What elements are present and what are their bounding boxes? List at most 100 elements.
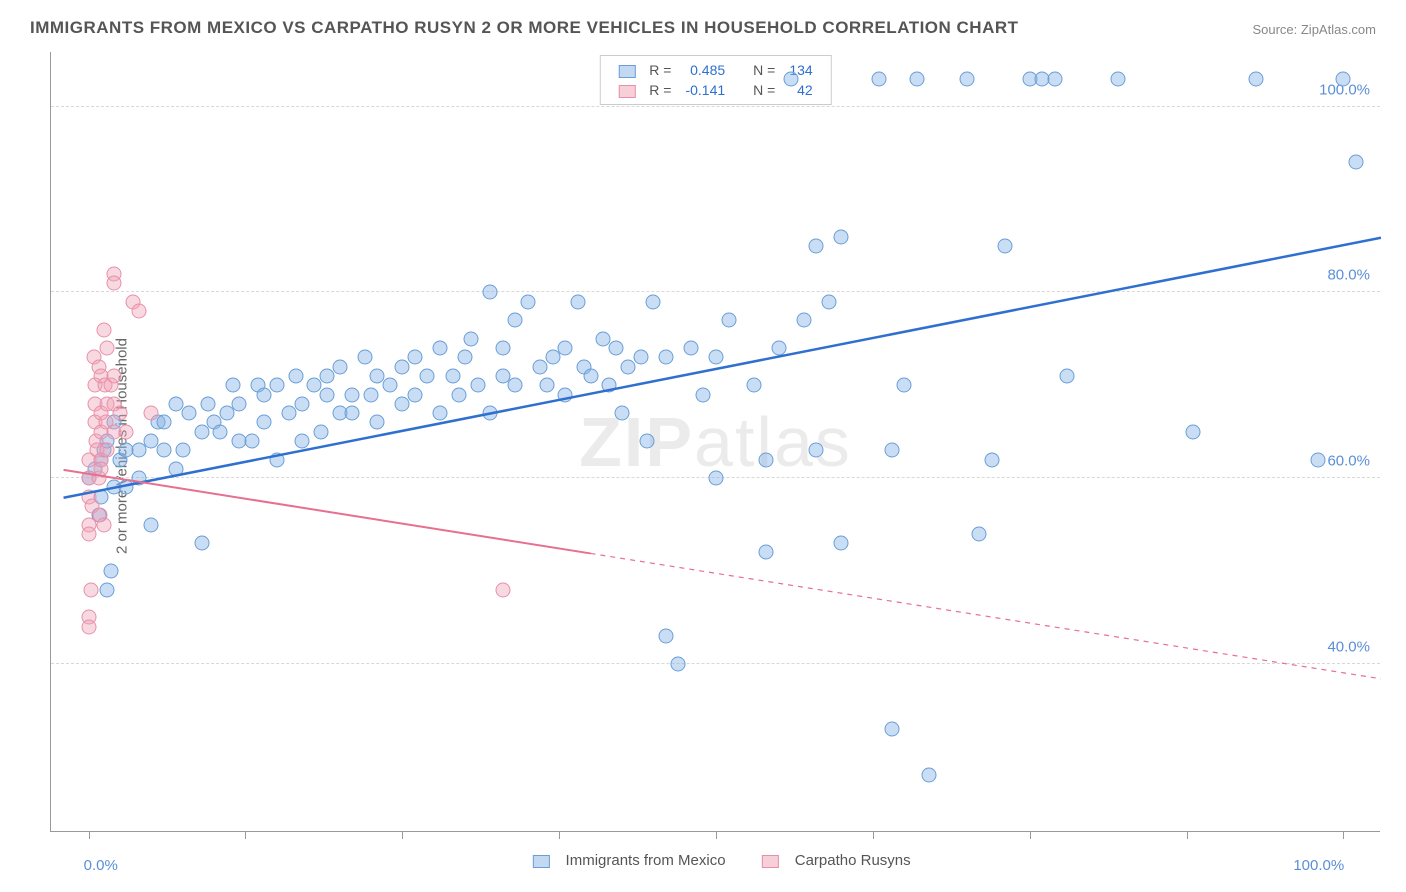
- data-point: [997, 239, 1012, 254]
- data-point: [106, 369, 121, 384]
- data-point: [658, 350, 673, 365]
- data-point: [213, 424, 228, 439]
- data-point: [834, 536, 849, 551]
- data-point: [420, 369, 435, 384]
- data-point: [131, 304, 146, 319]
- data-point: [985, 452, 1000, 467]
- data-point: [332, 359, 347, 374]
- data-point: [269, 452, 284, 467]
- data-point: [495, 582, 510, 597]
- data-point: [407, 387, 422, 402]
- data-point: [288, 369, 303, 384]
- data-point: [1110, 71, 1125, 86]
- x-tick: [1187, 831, 1188, 839]
- r-label: R =: [643, 61, 677, 79]
- r-label: R =: [643, 81, 677, 99]
- data-point: [558, 387, 573, 402]
- data-point: [959, 71, 974, 86]
- data-point: [897, 378, 912, 393]
- data-point: [809, 443, 824, 458]
- data-point: [156, 415, 171, 430]
- data-point: [363, 387, 378, 402]
- data-point: [169, 461, 184, 476]
- data-point: [1047, 71, 1062, 86]
- y-tick-label: 60.0%: [1327, 453, 1370, 470]
- x-tick: [245, 831, 246, 839]
- data-point: [257, 415, 272, 430]
- n-label: N =: [747, 81, 781, 99]
- data-point: [144, 406, 159, 421]
- swatch-pink-icon: [762, 855, 779, 868]
- data-point: [432, 341, 447, 356]
- x-tick-label: 0.0%: [84, 857, 118, 874]
- data-point: [96, 322, 111, 337]
- data-point: [100, 341, 115, 356]
- data-point: [1336, 71, 1351, 86]
- data-point: [872, 71, 887, 86]
- data-point: [922, 768, 937, 783]
- data-point: [614, 406, 629, 421]
- data-point: [313, 424, 328, 439]
- data-point: [558, 341, 573, 356]
- data-point: [639, 434, 654, 449]
- gridline: [51, 663, 1380, 664]
- x-tick: [873, 831, 874, 839]
- chart-container: IMMIGRANTS FROM MEXICO VS CARPATHO RUSYN…: [0, 0, 1406, 892]
- data-point: [294, 396, 309, 411]
- data-point: [200, 396, 215, 411]
- data-point: [709, 471, 724, 486]
- data-point: [244, 434, 259, 449]
- legend-item: Immigrants from Mexico: [520, 852, 725, 869]
- data-point: [608, 341, 623, 356]
- gridline: [51, 106, 1380, 107]
- data-point: [96, 517, 111, 532]
- data-point: [382, 378, 397, 393]
- data-point: [809, 239, 824, 254]
- data-point: [1248, 71, 1263, 86]
- data-point: [81, 619, 96, 634]
- source-value: ZipAtlas.com: [1301, 22, 1376, 37]
- data-point: [294, 434, 309, 449]
- r-value-pink: -0.141: [679, 81, 731, 99]
- data-point: [884, 443, 899, 458]
- data-point: [370, 415, 385, 430]
- data-point: [445, 369, 460, 384]
- data-point: [483, 406, 498, 421]
- x-tick: [89, 831, 90, 839]
- scatter-plot-area: ZIPatlas R = 0.485 N = 134 R = -0.141 N …: [50, 52, 1380, 832]
- data-point: [269, 378, 284, 393]
- source-attribution: Source: ZipAtlas.com: [1252, 22, 1376, 37]
- data-point: [646, 294, 661, 309]
- data-point: [796, 313, 811, 328]
- data-point: [483, 285, 498, 300]
- data-point: [1185, 424, 1200, 439]
- source-label: Source:: [1252, 22, 1300, 37]
- n-label: N =: [747, 61, 781, 79]
- data-point: [345, 387, 360, 402]
- data-point: [746, 378, 761, 393]
- data-point: [495, 341, 510, 356]
- data-point: [508, 313, 523, 328]
- data-point: [84, 582, 99, 597]
- swatch-pink-icon: [618, 85, 635, 98]
- x-tick: [716, 831, 717, 839]
- y-tick-label: 40.0%: [1327, 638, 1370, 655]
- data-point: [225, 378, 240, 393]
- data-point: [1060, 369, 1075, 384]
- data-point: [81, 526, 96, 541]
- data-point: [709, 350, 724, 365]
- data-point: [759, 545, 774, 560]
- data-point: [520, 294, 535, 309]
- data-point: [144, 517, 159, 532]
- series-legend: Immigrants from Mexico Carpatho Rusyns: [508, 852, 922, 869]
- data-point: [175, 443, 190, 458]
- data-point: [345, 406, 360, 421]
- data-point: [696, 387, 711, 402]
- data-point: [119, 424, 134, 439]
- data-point: [182, 406, 197, 421]
- data-point: [821, 294, 836, 309]
- data-point: [721, 313, 736, 328]
- data-point: [464, 331, 479, 346]
- data-point: [451, 387, 466, 402]
- chart-title: IMMIGRANTS FROM MEXICO VS CARPATHO RUSYN…: [30, 18, 1019, 38]
